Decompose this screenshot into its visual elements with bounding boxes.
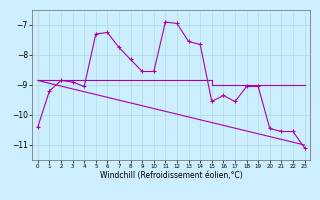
X-axis label: Windchill (Refroidissement éolien,°C): Windchill (Refroidissement éolien,°C): [100, 171, 243, 180]
